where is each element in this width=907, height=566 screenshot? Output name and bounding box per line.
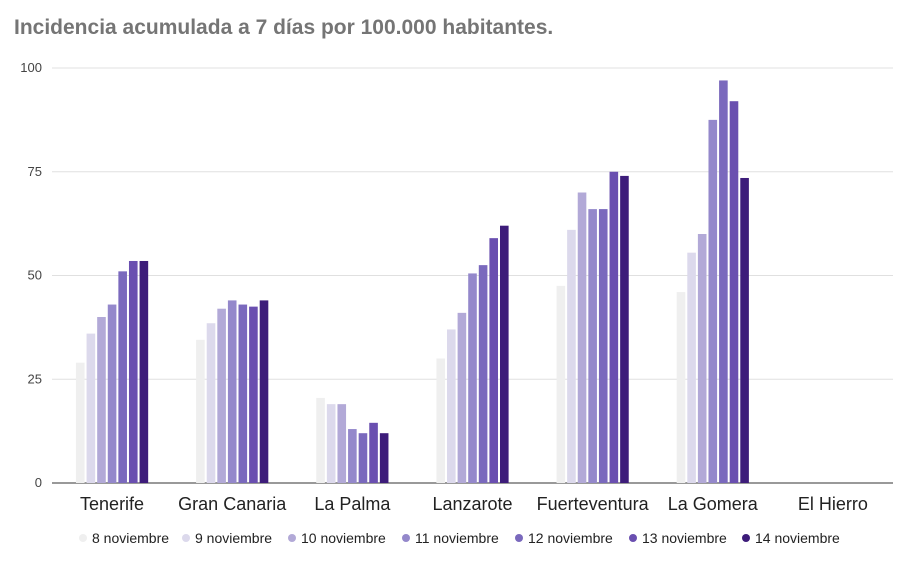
bar[interactable]: [676, 292, 686, 483]
bar[interactable]: [697, 234, 707, 483]
bar[interactable]: [196, 339, 205, 483]
x-category-label: El Hierro: [798, 494, 868, 514]
bar[interactable]: [489, 238, 498, 483]
legend-swatch: [515, 534, 523, 542]
bar[interactable]: [316, 397, 325, 483]
bar[interactable]: [249, 306, 258, 484]
bar[interactable]: [118, 271, 127, 483]
bars: [75, 80, 749, 484]
y-tick-label: 100: [20, 60, 42, 75]
legend-swatch: [629, 534, 637, 542]
legend-label: 14 noviembre: [755, 530, 840, 546]
bar[interactable]: [348, 429, 357, 483]
legend-item[interactable]: 10 noviembre: [288, 530, 386, 546]
bar[interactable]: [128, 260, 138, 483]
y-tick-label: 50: [28, 268, 42, 283]
bar[interactable]: [457, 312, 467, 483]
bar[interactable]: [620, 175, 629, 483]
legend-swatch: [402, 534, 410, 542]
bar[interactable]: [609, 171, 619, 483]
bar[interactable]: [436, 358, 445, 484]
x-category-label: Fuerteventura: [537, 494, 650, 514]
bar[interactable]: [217, 308, 226, 483]
legend-item[interactable]: 12 noviembre: [515, 530, 613, 546]
bar[interactable]: [478, 265, 488, 484]
bar[interactable]: [75, 362, 85, 483]
bar[interactable]: [577, 192, 587, 484]
legend-item[interactable]: 8 noviembre: [79, 530, 169, 546]
bar[interactable]: [447, 329, 456, 483]
bar[interactable]: [107, 304, 117, 483]
chart-title: Incidencia acumulada a 7 días por 100.00…: [14, 16, 554, 39]
bar[interactable]: [238, 304, 248, 483]
x-axis-labels: Tenerife Gran Canaria La Palma Lanzarote Fue…: [80, 494, 868, 514]
legend-item[interactable]: 9 noviembre: [182, 530, 272, 546]
x-category-label: Lanzarote: [432, 494, 512, 514]
legend-label: 9 noviembre: [195, 530, 273, 546]
bar[interactable]: [206, 323, 216, 483]
bar[interactable]: [719, 80, 728, 483]
bar[interactable]: [369, 422, 378, 483]
legend-label: 13 noviembre: [642, 530, 727, 546]
legend-swatch: [742, 534, 750, 542]
bar[interactable]: [500, 225, 509, 483]
x-category-label: Tenerife: [80, 494, 144, 514]
legend-label: 8 noviembre: [92, 530, 170, 546]
legend-item[interactable]: 11 noviembre: [402, 530, 499, 546]
bar[interactable]: [598, 209, 608, 483]
bar[interactable]: [708, 119, 718, 484]
bar[interactable]: [227, 300, 237, 483]
bar[interactable]: [379, 433, 389, 483]
bar[interactable]: [259, 300, 269, 483]
legend-label: 12 noviembre: [528, 530, 613, 546]
bar[interactable]: [729, 101, 739, 483]
legend-swatch: [288, 534, 296, 542]
legend-swatch: [79, 534, 87, 542]
bar[interactable]: [139, 260, 149, 483]
x-category-label: La Gomera: [668, 494, 759, 514]
bar[interactable]: [468, 273, 477, 483]
bar[interactable]: [97, 317, 106, 483]
x-category-label: La Palma: [314, 494, 391, 514]
bar[interactable]: [556, 285, 566, 484]
bar[interactable]: [326, 404, 336, 483]
y-tick-label: 25: [28, 371, 42, 386]
legend-label: 11 noviembre: [415, 530, 499, 546]
bar[interactable]: [358, 433, 368, 483]
y-tick-label: 0: [35, 475, 42, 490]
y-tick-label: 75: [28, 164, 42, 179]
legend-swatch: [182, 534, 190, 542]
legend-item[interactable]: 14 noviembre: [742, 530, 840, 546]
legend-label: 10 noviembre: [301, 530, 386, 546]
bar[interactable]: [337, 404, 347, 483]
bar[interactable]: [687, 252, 696, 483]
legend-item[interactable]: 13 noviembre: [629, 530, 727, 546]
bar[interactable]: [567, 229, 576, 483]
bar[interactable]: [86, 333, 96, 483]
bar[interactable]: [740, 177, 749, 484]
bar[interactable]: [588, 209, 597, 483]
legend: 8 noviembre 9 noviembre 10 noviembre 11 nov…: [0, 530, 907, 552]
bar-chart: 0 25 50 75 100 Tenerife Gran Canaria La Palma L…: [20, 60, 893, 514]
y-axis-ticks: 0 25 50 75 100: [20, 60, 42, 490]
x-category-label: Gran Canaria: [178, 494, 287, 514]
